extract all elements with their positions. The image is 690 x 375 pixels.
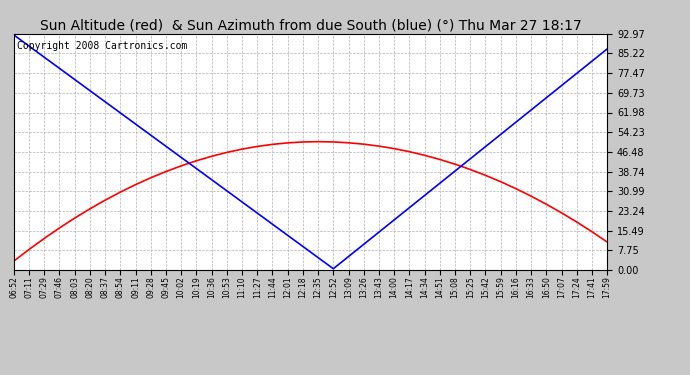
Title: Sun Altitude (red)  & Sun Azimuth from due South (blue) (°) Thu Mar 27 18:17: Sun Altitude (red) & Sun Azimuth from du…	[39, 19, 582, 33]
Text: Copyright 2008 Cartronics.com: Copyright 2008 Cartronics.com	[17, 41, 187, 51]
